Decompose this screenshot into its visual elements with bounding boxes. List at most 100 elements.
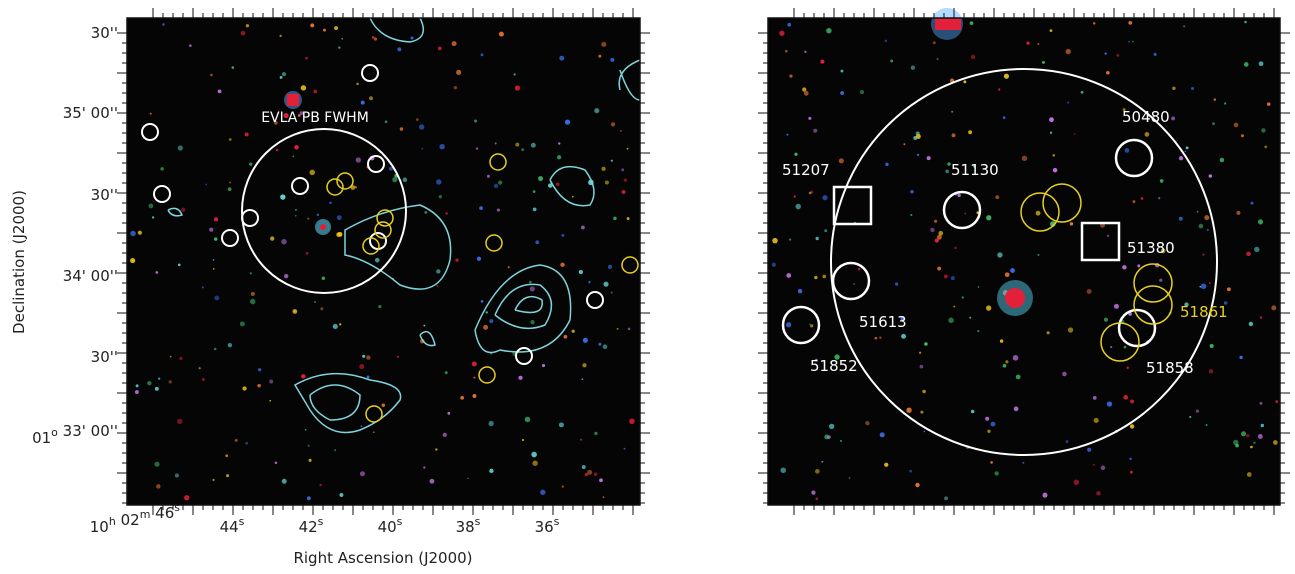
star bbox=[338, 46, 341, 49]
star bbox=[834, 354, 840, 360]
star bbox=[1067, 101, 1070, 104]
star bbox=[1113, 303, 1120, 309]
star bbox=[212, 259, 215, 261]
star bbox=[160, 167, 164, 171]
star bbox=[951, 133, 956, 138]
star bbox=[356, 82, 359, 86]
star bbox=[1005, 360, 1009, 364]
star bbox=[276, 148, 279, 152]
star bbox=[205, 183, 208, 186]
star bbox=[384, 120, 388, 124]
star bbox=[601, 41, 607, 47]
star bbox=[485, 311, 488, 314]
star bbox=[438, 195, 443, 199]
star bbox=[602, 496, 605, 498]
star bbox=[168, 380, 172, 384]
star bbox=[250, 291, 255, 297]
star bbox=[226, 474, 230, 478]
star bbox=[920, 410, 924, 414]
star bbox=[957, 193, 961, 198]
marker bbox=[621, 256, 639, 274]
star bbox=[421, 147, 424, 150]
star bbox=[245, 441, 249, 445]
axis-labels: 30'' 35' 00'' 30'' 34' 00'' 30'' 01o 33' 00''… bbox=[32, 24, 560, 536]
star bbox=[626, 217, 630, 220]
star bbox=[309, 169, 316, 176]
star bbox=[581, 465, 586, 470]
label-sup: s bbox=[475, 515, 481, 528]
star bbox=[418, 124, 425, 130]
star bbox=[1126, 366, 1129, 370]
star bbox=[926, 156, 931, 161]
star bbox=[621, 168, 625, 172]
tick-label: 38s bbox=[456, 515, 481, 536]
star bbox=[558, 142, 561, 145]
star bbox=[771, 262, 776, 267]
star bbox=[977, 330, 980, 333]
star bbox=[337, 231, 343, 237]
star bbox=[840, 91, 845, 95]
star bbox=[258, 368, 262, 372]
star bbox=[269, 379, 274, 384]
star bbox=[587, 469, 593, 475]
star bbox=[456, 69, 462, 75]
star bbox=[392, 177, 398, 183]
star bbox=[1021, 155, 1028, 162]
tick-label: 44s bbox=[220, 515, 245, 536]
star bbox=[1013, 406, 1019, 412]
star bbox=[1093, 464, 1095, 466]
star bbox=[786, 133, 789, 136]
star bbox=[815, 358, 818, 362]
star bbox=[366, 355, 371, 360]
star bbox=[564, 119, 571, 125]
star bbox=[1266, 102, 1271, 106]
label-sup: s bbox=[318, 515, 324, 528]
star bbox=[480, 53, 484, 57]
star bbox=[362, 354, 366, 358]
star bbox=[174, 473, 179, 478]
star bbox=[524, 416, 531, 423]
star bbox=[155, 271, 159, 274]
star bbox=[436, 269, 441, 274]
star bbox=[1106, 401, 1113, 407]
star bbox=[1195, 409, 1199, 413]
star bbox=[840, 69, 844, 73]
star bbox=[916, 153, 920, 156]
star bbox=[1093, 417, 1099, 423]
star bbox=[308, 458, 312, 462]
star bbox=[815, 236, 819, 241]
star bbox=[547, 183, 553, 188]
marker bbox=[478, 366, 496, 384]
label-part: 34' 00'' bbox=[63, 267, 118, 285]
star bbox=[945, 169, 949, 174]
label-sup: o bbox=[51, 426, 58, 439]
star bbox=[1037, 253, 1040, 256]
star bbox=[397, 47, 402, 52]
star bbox=[1223, 301, 1228, 305]
star bbox=[865, 420, 870, 426]
star bbox=[305, 56, 308, 60]
star bbox=[623, 447, 626, 450]
star bbox=[1131, 40, 1134, 43]
star bbox=[1209, 343, 1214, 349]
star bbox=[210, 73, 213, 77]
star bbox=[621, 190, 626, 194]
star bbox=[281, 72, 287, 77]
star bbox=[148, 203, 154, 209]
marker bbox=[1020, 192, 1060, 232]
star bbox=[341, 37, 344, 40]
star bbox=[244, 132, 249, 137]
star bbox=[626, 147, 629, 150]
star bbox=[793, 195, 796, 198]
star bbox=[1022, 461, 1025, 464]
x-axis-label: Right Ascension (J2000) bbox=[293, 549, 472, 567]
star bbox=[910, 213, 913, 217]
marker bbox=[241, 209, 259, 227]
star bbox=[359, 471, 365, 477]
star bbox=[1271, 305, 1277, 311]
marker bbox=[374, 221, 392, 239]
star bbox=[314, 300, 316, 303]
label-part: 02 bbox=[116, 511, 140, 529]
label-sup: s bbox=[397, 515, 403, 528]
